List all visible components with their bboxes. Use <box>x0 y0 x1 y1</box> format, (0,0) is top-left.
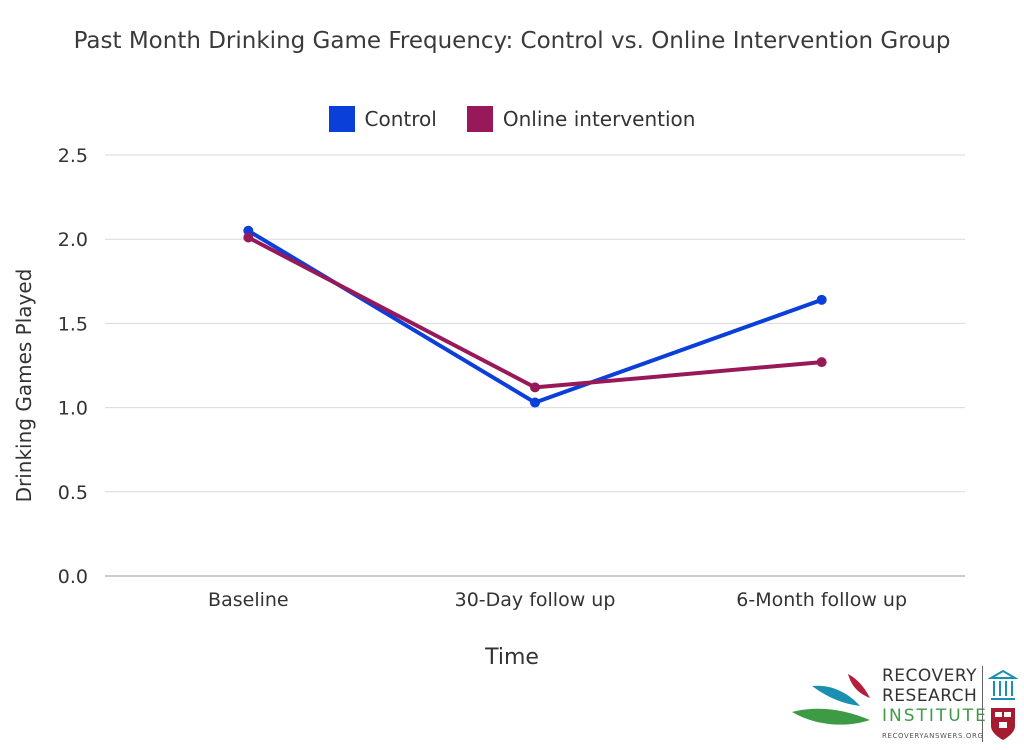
y-tick-label-4: 2.0 <box>58 229 88 251</box>
legend-swatch-online-intervention <box>466 106 493 132</box>
logo-line-institute: INSTITUTE <box>882 706 988 726</box>
recovery-research-institute-logo: RECOVERY RESEARCH INSTITUTE RECOVERYANSW… <box>790 664 1020 746</box>
y-tick-label-2: 1.0 <box>58 398 88 420</box>
y-tick-label-5: 2.5 <box>58 145 88 167</box>
logo-line-recovery: RECOVERY <box>882 666 977 686</box>
series-line-control <box>246 228 824 405</box>
legend-item-online-intervention[interactable]: Online intervention <box>466 106 696 132</box>
legend-item-control[interactable]: Control <box>328 106 437 132</box>
logo-text: RECOVERY RESEARCH INSTITUTE <box>882 666 988 726</box>
chart-title: Past Month Drinking Game Frequency: Cont… <box>73 28 951 54</box>
data-point-online-intervention-0 <box>243 232 254 243</box>
legend-label-online-intervention: Online intervention <box>502 107 696 131</box>
x-tick-label-2: 6-Month follow up <box>736 589 907 611</box>
data-point-online-intervention-1 <box>530 382 540 393</box>
institution-seal-icon <box>988 669 1018 740</box>
y-tick-label-0: 0.0 <box>58 566 88 588</box>
data-point-online-intervention-2 <box>816 357 827 368</box>
series-line-online-intervention <box>246 235 824 390</box>
logo-url: RECOVERYANSWERS.ORG <box>882 732 984 740</box>
legend-label-control: Control <box>364 107 437 131</box>
x-axis-label: Time <box>484 645 539 670</box>
data-point-control-2 <box>816 294 827 305</box>
y-axis-label: Drinking Games Played <box>12 269 36 503</box>
x-tick-label-0: Baseline <box>208 589 289 611</box>
legend: Control Online intervention <box>0 106 1024 132</box>
logo-line-research: RESEARCH <box>882 686 978 706</box>
legend-swatch-control <box>328 106 355 132</box>
logo-divider <box>982 666 983 742</box>
data-point-control-1 <box>530 397 540 408</box>
y-tick-label-1: 0.5 <box>58 482 88 504</box>
x-tick-label-1: 30-Day follow up <box>455 589 616 611</box>
leaf-logo-icon <box>792 674 870 725</box>
y-tick-label-3: 1.5 <box>58 313 88 335</box>
